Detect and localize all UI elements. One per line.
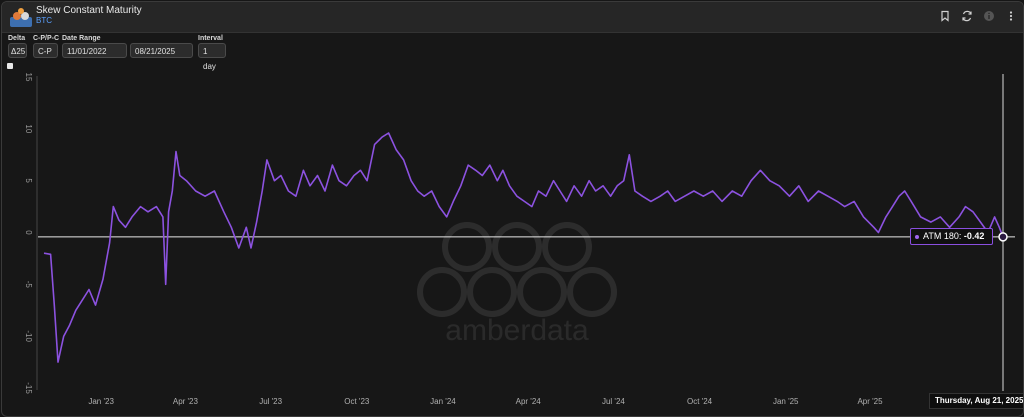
x-tick-label: Jan '25 [773, 397, 799, 406]
watermark-logo [417, 222, 617, 317]
delta-label: Delta [8, 35, 26, 42]
tooltip-value: -0.42 [963, 231, 985, 241]
x-tick-label: Jan '24 [430, 397, 456, 406]
widget-header: Skew Constant Maturity BTC [2, 2, 1023, 33]
series-dot-icon [915, 234, 919, 239]
bookmark-icon[interactable] [939, 10, 951, 22]
crosshair-date-label: Thursday, Aug 21, 2025 [929, 393, 1023, 409]
tooltip-label: ATM 180: [923, 231, 962, 241]
interval-select[interactable]: 1 day [198, 43, 226, 71]
cppc-select[interactable]: C-P [33, 43, 58, 58]
info-icon[interactable] [983, 10, 995, 22]
x-tick-label: Oct '23 [344, 397, 370, 406]
watermark-text: amberdata [445, 314, 589, 347]
date-range-control: Date Range 11/01/2022 [62, 35, 127, 58]
x-tick-label: Oct '24 [687, 397, 713, 406]
crosshair-point [998, 232, 1008, 242]
y-tick-label: -15 [24, 382, 33, 394]
delta-select[interactable]: Δ25 [8, 43, 27, 58]
refresh-icon[interactable] [961, 10, 973, 22]
more-vertical-icon[interactable] [1005, 10, 1017, 22]
date-end-control: . 08/21/2025 [130, 35, 193, 58]
y-tick-label: -5 [24, 281, 33, 289]
date-range-label: Date Range [62, 35, 101, 42]
date-end-input[interactable]: 08/21/2025 [130, 43, 193, 58]
cppc-control: C-P/P-C C-P [33, 35, 59, 58]
series-line-atm-180 [43, 132, 1004, 363]
y-tick-label: 0 [24, 230, 33, 235]
y-tick-label: 10 [24, 124, 33, 133]
interval-label: Interval [198, 35, 223, 42]
x-tick-label: Jan '23 [88, 397, 114, 406]
x-tick-label: Apr '25 [857, 397, 883, 406]
cppc-label: C-P/P-C [33, 35, 60, 42]
y-tick-label: 15 [24, 73, 33, 82]
tooltip: ATM 180: -0.42 [910, 228, 993, 245]
x-tick-label: Jul '24 [602, 397, 625, 406]
x-tick-label: Apr '24 [516, 397, 542, 406]
y-tick-label: -10 [24, 330, 33, 342]
x-tick-label: Jul '23 [259, 397, 282, 406]
legend-toggle-icon[interactable] [7, 63, 13, 69]
interval-control: Interval 1 day [198, 35, 226, 71]
x-tick-label: Apr '23 [173, 397, 199, 406]
amberdata-logo-icon [10, 8, 32, 27]
y-tick-label: 5 [24, 178, 33, 183]
date-start-input[interactable]: 11/01/2022 [62, 43, 127, 58]
delta-control: Delta Δ25 [8, 35, 27, 58]
widget-subtitle: BTC [36, 16, 52, 25]
widget-title: Skew Constant Maturity [36, 5, 142, 16]
